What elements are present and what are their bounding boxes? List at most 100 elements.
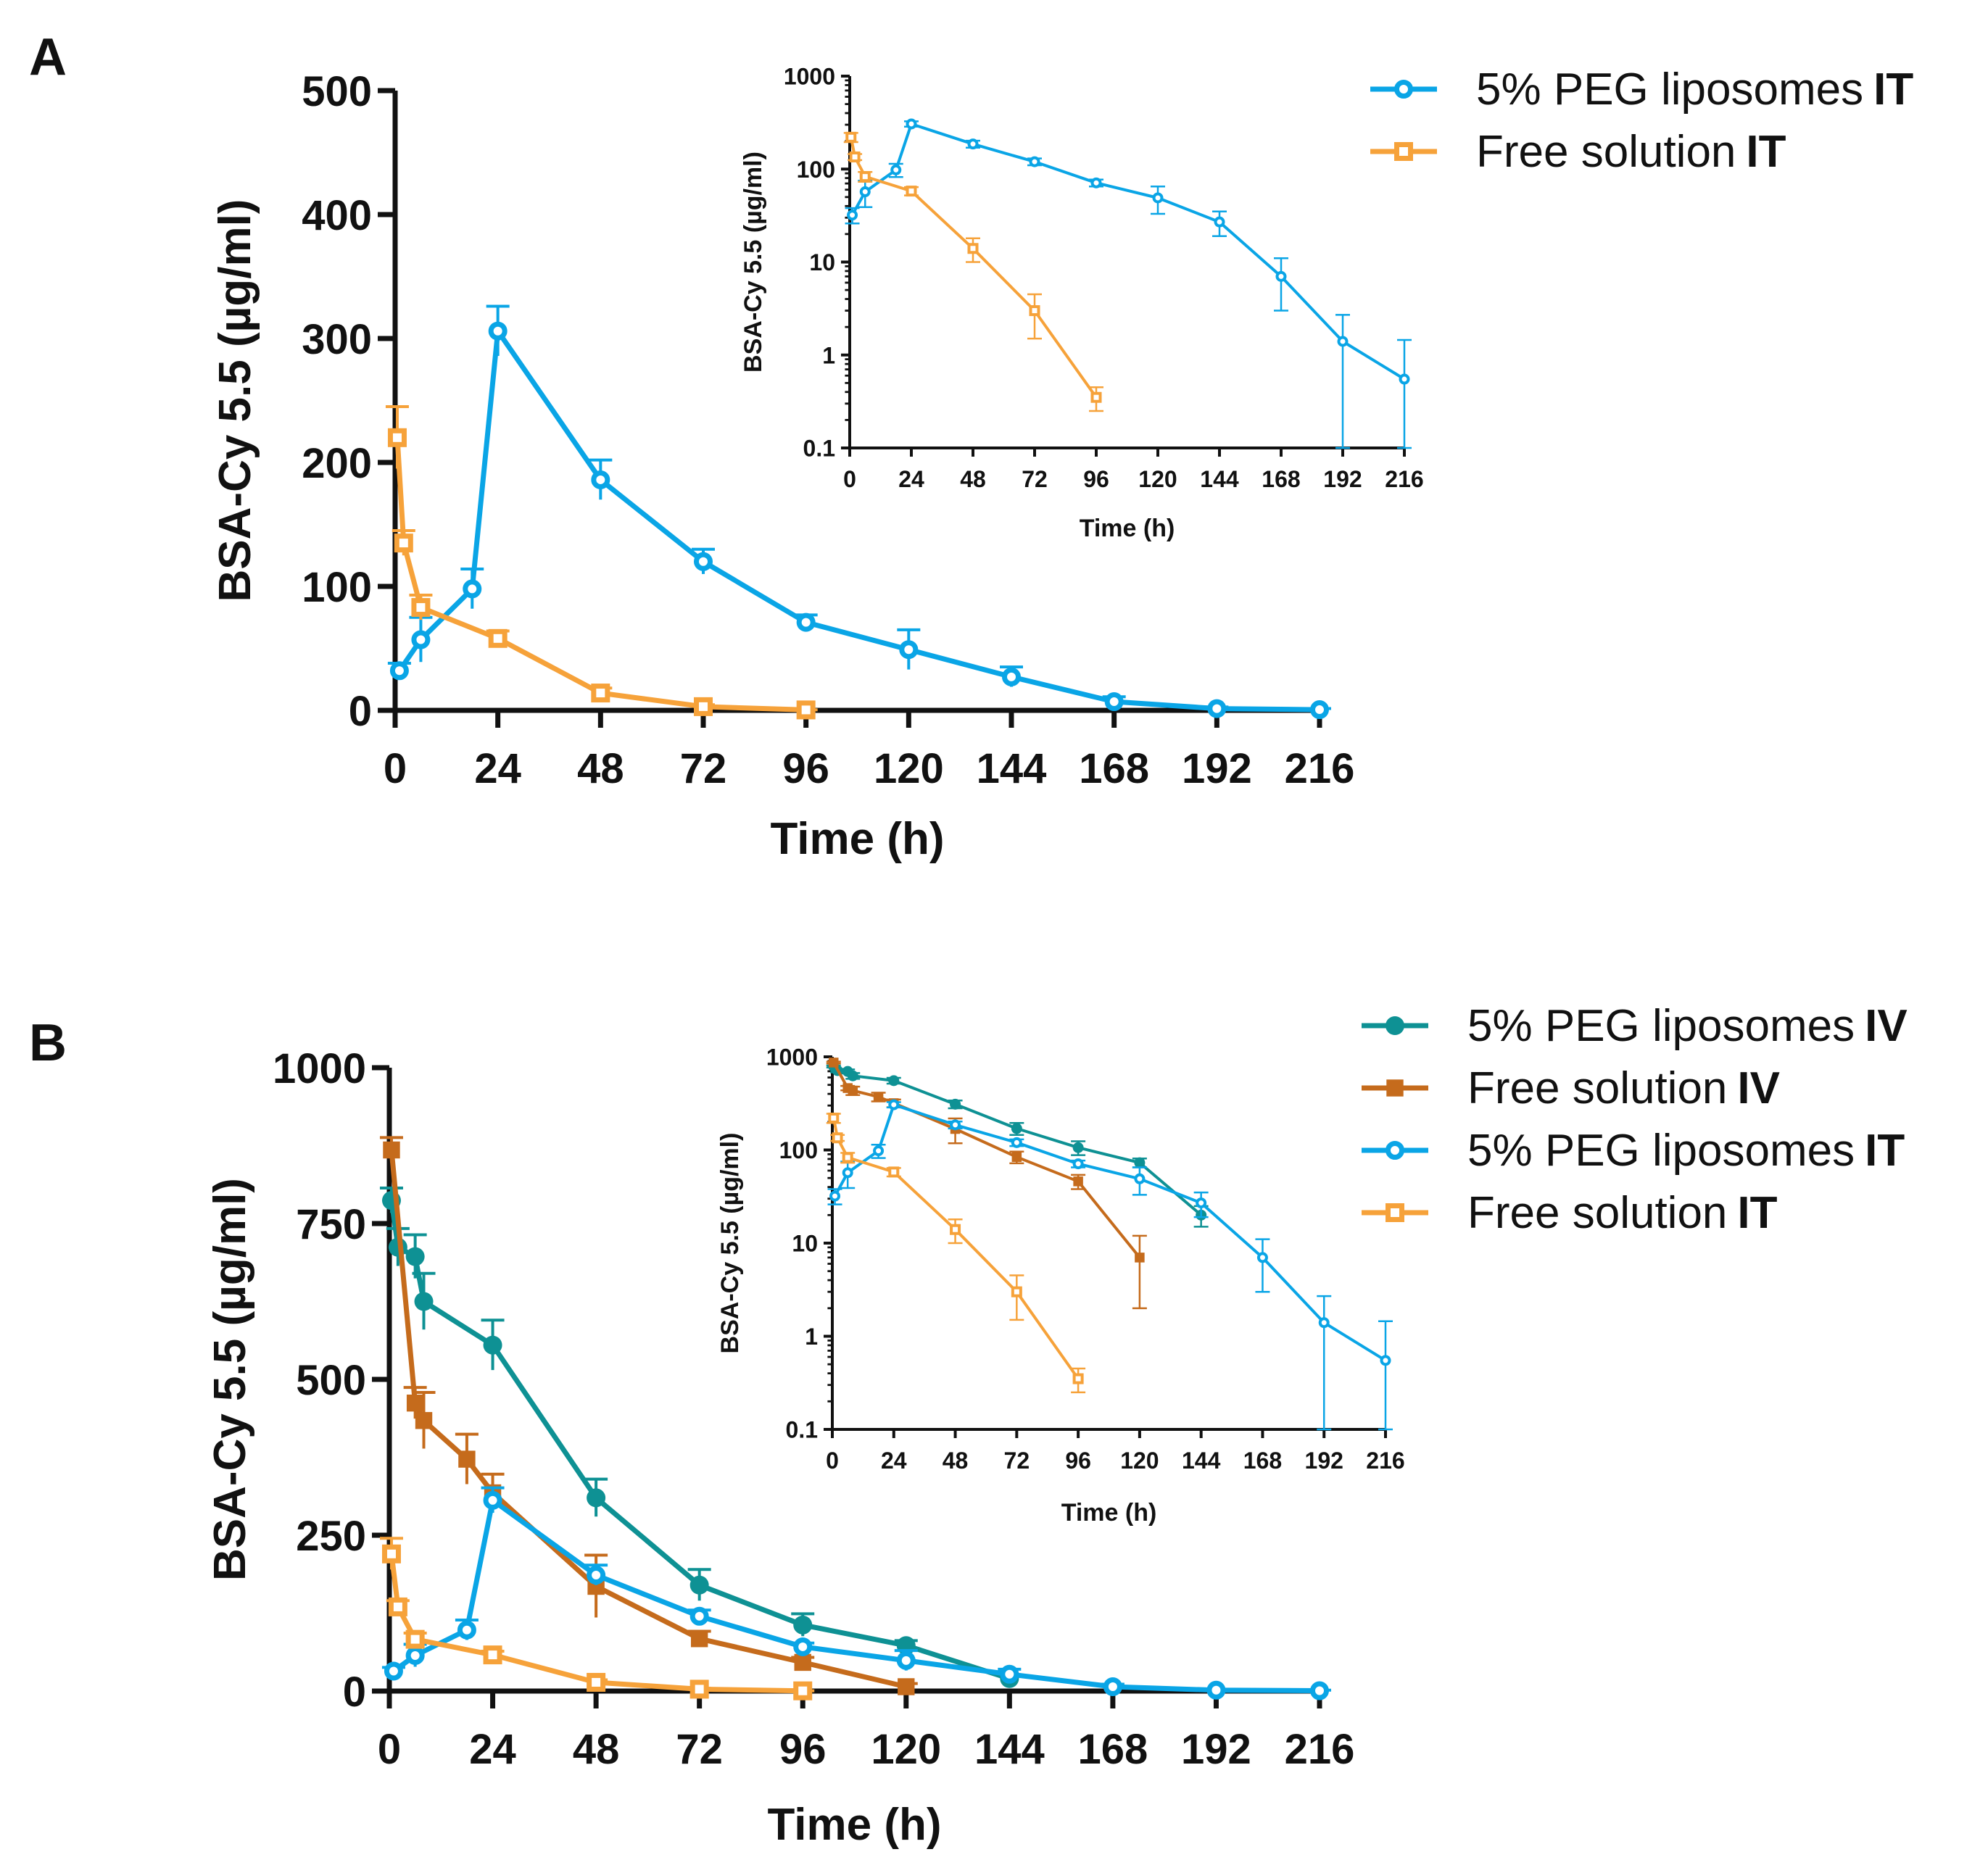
data-point <box>888 1075 900 1087</box>
series-5-peg-liposomes-it <box>381 1486 1331 1700</box>
x-tick-label: 24 <box>474 745 521 792</box>
x-tick-label: 216 <box>1285 1726 1355 1773</box>
x-tick-label: 168 <box>1262 466 1300 492</box>
data-point <box>587 1672 606 1692</box>
data-point <box>405 1645 425 1665</box>
x-tick-label: 48 <box>573 1726 620 1773</box>
data-point <box>381 1544 401 1563</box>
data-point <box>1103 1677 1122 1696</box>
x-tick-label: 192 <box>1182 745 1252 792</box>
series-5-peg-liposomes-iv <box>826 1060 1209 1228</box>
x-tick-label: 216 <box>1285 745 1355 792</box>
legend-route: IV <box>1865 1000 1908 1051</box>
data-point <box>689 1679 709 1699</box>
data-point <box>591 470 610 489</box>
data-point <box>847 209 858 221</box>
data-point <box>1256 1252 1268 1263</box>
data-point <box>1029 156 1040 167</box>
data-point <box>1002 667 1021 686</box>
x-tick-label: 144 <box>977 745 1047 792</box>
y-tick-label: 0.1 <box>803 436 835 462</box>
data-point <box>845 131 857 143</box>
data-point <box>488 321 508 341</box>
x-tick-label: 72 <box>680 745 727 792</box>
x-tick-label: 72 <box>676 1726 723 1773</box>
legend-panel-a: 5% PEG liposomes IT Free solution IT <box>1369 58 1913 183</box>
data-point <box>1152 192 1164 204</box>
data-point <box>842 1167 853 1179</box>
legend-swatch-icon <box>1362 1203 1428 1222</box>
legend-route: IV <box>1737 1063 1781 1113</box>
data-point <box>463 579 482 599</box>
legend-entry: 5% PEG liposomes IT <box>1360 1119 1908 1181</box>
series-free-solution-it <box>379 1537 815 1700</box>
y-tick-label: 1000 <box>273 1045 366 1092</box>
legend-label: 5% PEG liposomes <box>1467 1000 1855 1051</box>
data-point <box>906 118 917 130</box>
legend-swatch-icon <box>1362 1141 1428 1160</box>
x-tick-label: 96 <box>1083 466 1109 492</box>
x-tick-label: 24 <box>469 1726 516 1773</box>
data-point <box>1196 1197 1207 1209</box>
legend-entry: Free solution IT <box>1369 120 1913 183</box>
legend-entry: Free solution IT <box>1360 1181 1908 1244</box>
series-5-peg-liposomes-it <box>387 304 1331 720</box>
data-point <box>1072 1158 1084 1170</box>
data-point <box>849 151 861 163</box>
y-tick-label: 0 <box>349 688 372 735</box>
data-point <box>847 1070 858 1081</box>
data-point <box>458 1450 476 1468</box>
data-point <box>950 1224 961 1235</box>
data-point <box>829 1190 841 1202</box>
legend-route: IT <box>1865 1125 1905 1176</box>
x-tick-label: 96 <box>779 1726 827 1773</box>
series-line <box>389 1200 1011 1682</box>
data-point <box>1386 1016 1404 1035</box>
data-point <box>1000 1664 1019 1684</box>
data-point <box>1206 1680 1226 1700</box>
data-point <box>411 630 431 649</box>
chart-b-inset: 0 24 48 72 96 120 144 168 192 216 0.1 1 10 100 1000 Tim… <box>716 1045 1405 1527</box>
data-point <box>694 697 713 716</box>
data-point <box>1090 177 1102 188</box>
data-point <box>591 684 610 703</box>
data-point <box>888 1099 900 1110</box>
legend-route: IT <box>1746 126 1786 177</box>
panel-letter-a: A <box>29 28 67 86</box>
data-point <box>405 1247 425 1266</box>
data-point <box>896 1650 916 1670</box>
data-point <box>1207 699 1227 718</box>
data-point <box>1134 1157 1146 1168</box>
x-tick-label: 96 <box>782 745 829 792</box>
legend-route: IT <box>1873 64 1914 115</box>
data-point <box>1011 1123 1022 1134</box>
y-tick-label: 750 <box>296 1201 366 1248</box>
x-tick-label: 72 <box>1004 1448 1030 1474</box>
x-tick-label: 168 <box>1077 1726 1148 1773</box>
data-point <box>1011 1152 1022 1162</box>
data-point <box>890 164 902 175</box>
data-point <box>587 1488 606 1508</box>
y-axis-label: BSA-Cy 5.5 (µg/ml) <box>716 1133 744 1354</box>
x-axis-label: Time (h) <box>1080 515 1175 542</box>
data-point <box>899 640 919 660</box>
data-point <box>405 1629 425 1649</box>
data-point <box>411 598 431 618</box>
legend-entry: 5% PEG liposomes IT <box>1369 58 1913 120</box>
data-point <box>1090 391 1102 403</box>
series-line <box>389 1150 907 1690</box>
data-point <box>906 186 917 197</box>
data-point <box>389 661 409 681</box>
data-point <box>967 138 979 150</box>
series-5-peg-liposomes-it <box>827 1099 1393 1431</box>
x-tick-label: 192 <box>1305 1448 1343 1474</box>
data-point <box>690 1630 708 1648</box>
x-tick-label: 168 <box>1079 745 1149 792</box>
data-point <box>793 1637 813 1656</box>
legend-label: Free solution <box>1467 1187 1728 1238</box>
data-point <box>383 1141 400 1159</box>
y-tick-label: 500 <box>296 1357 366 1404</box>
panel-letter-b: B <box>29 1014 67 1072</box>
data-point <box>1380 1355 1391 1366</box>
data-point <box>384 1661 403 1681</box>
